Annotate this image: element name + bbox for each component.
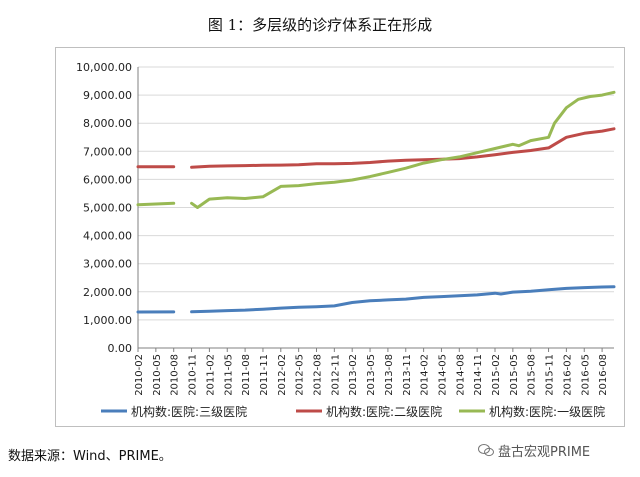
x-tick-label: 2014-02 [420,354,431,396]
y-tick-label: 1,000.00 [83,314,132,327]
y-tick-label: 5,000.00 [83,202,132,215]
series-line [136,285,616,314]
y-tick-label: 2,000.00 [83,286,132,299]
series-line [136,90,616,209]
x-tick-label: 2010-11 [188,354,199,396]
x-tick-label: 2011-05 [223,354,234,396]
x-tick-label: 2012-11 [330,354,341,396]
legend-label: 机构数:医院:二级医院 [326,404,442,419]
x-tick-label: 2010-08 [170,354,181,396]
y-tick-label: 9,000.00 [83,89,132,102]
legend-label: 机构数:医院:一级医院 [489,404,605,419]
chart-area: 0.00 1,000.00 2,000.00 3,000.00 4,000.00 5,00… [55,47,625,427]
x-tick-label: 2012-02 [277,354,288,396]
x-tick-label: 2015-11 [545,354,556,396]
x-tick-label: 2014-11 [473,354,484,396]
x-tick-label: 2013-08 [384,354,395,396]
x-tick-label: 2011-02 [205,354,216,396]
x-tick-label: 2015-05 [509,354,520,396]
y-tick-label: 6,000.00 [83,173,132,186]
watermark-text: 盘古宏观PRIME [498,445,591,460]
y-tick-label: 0.00 [108,342,133,355]
x-tick-label: 2012-05 [295,354,306,396]
x-tick-label: 2016-02 [562,354,573,396]
x-tick-label: 2014-05 [437,354,448,396]
x-tick-label: 2015-08 [527,354,538,396]
figure-title: 图 1：多层级的诊疗体系正在形成 [207,16,433,34]
y-tick-label: 7,000.00 [83,145,132,158]
x-tick-label: 2014-08 [455,354,466,396]
x-tick-label: 2010-05 [152,354,163,396]
x-tick-label: 2010-02 [134,354,145,396]
legend-label: 机构数:医院:三级医院 [131,404,247,419]
x-tick-label: 2013-05 [366,354,377,396]
x-tick-label: 2016-08 [598,354,609,396]
x-tick-label: 2011-08 [241,354,252,396]
series-line [136,127,616,169]
y-tick-label: 10,000.00 [76,61,132,74]
watermark: 盘古宏观PRIME [478,441,590,460]
x-tick-label: 2013-11 [402,354,413,396]
y-tick-label: 4,000.00 [83,230,132,243]
x-tick-label: 2013-02 [348,354,359,396]
wechat-icon [478,444,494,457]
x-tick-label: 2011-11 [259,354,270,396]
x-tick-label: 2012-08 [313,354,324,396]
y-tick-label: 8,000.00 [83,117,132,130]
source-note: 数据来源：Wind、PRIME。 [8,449,172,464]
y-tick-label: 3,000.00 [83,258,132,271]
x-tick-label: 2015-02 [491,354,502,396]
x-tick-label: 2016-05 [580,354,591,396]
line-chart: 0.00 1,000.00 2,000.00 3,000.00 4,000.00 5,00… [76,61,616,419]
